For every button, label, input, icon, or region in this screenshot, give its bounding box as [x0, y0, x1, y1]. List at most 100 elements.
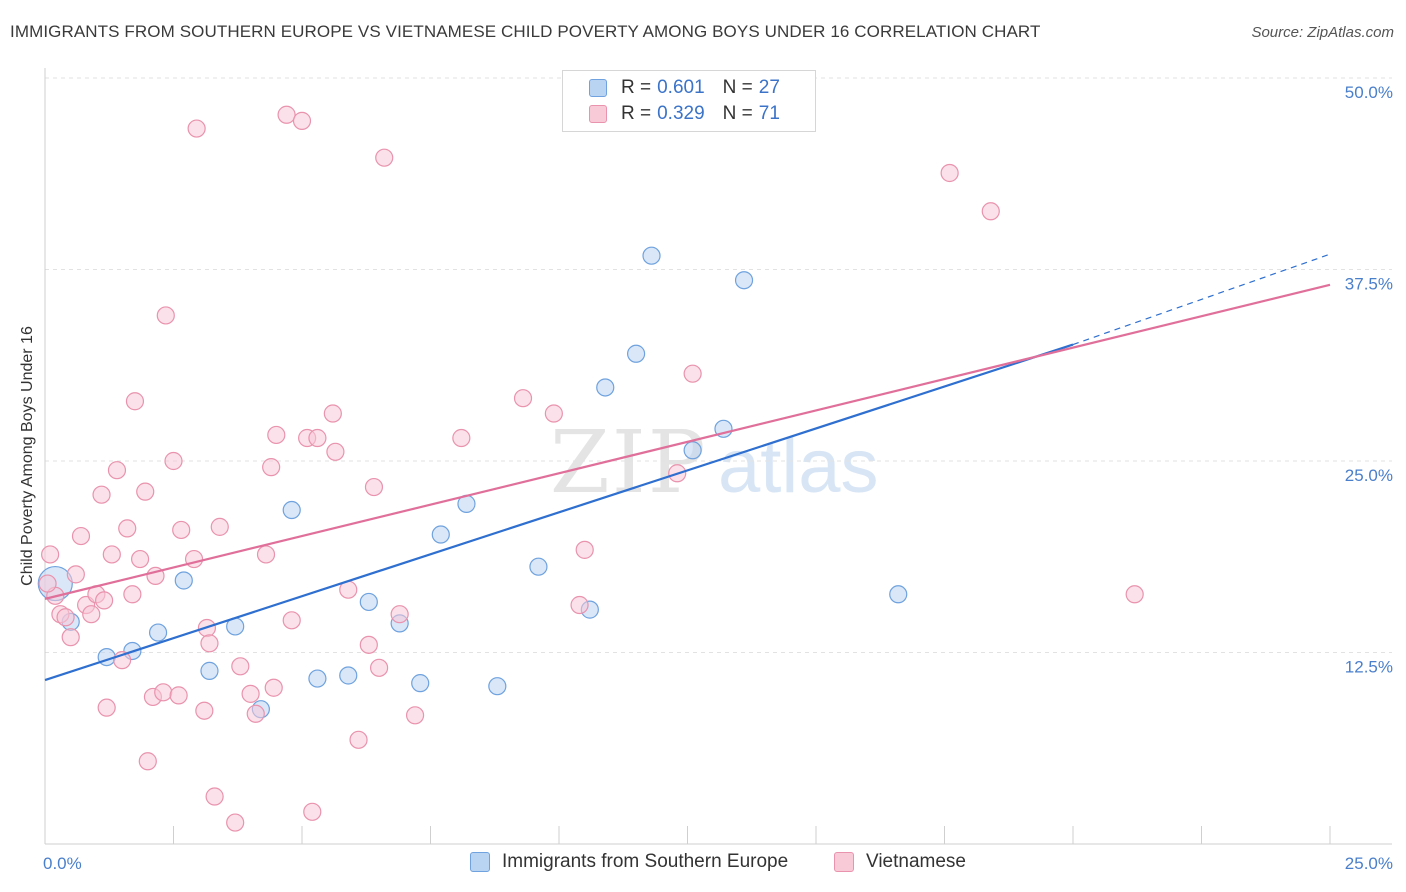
point-vietnamese: [130, 549, 150, 569]
point-vietnamese: [683, 364, 702, 383]
point-vietnamese: [97, 698, 116, 717]
point-vietnamese: [61, 628, 80, 647]
point-southern-europe: [596, 378, 615, 397]
legend-swatch-pink: [589, 105, 607, 123]
point-vietnamese: [95, 591, 114, 610]
point-vietnamese: [226, 813, 245, 832]
point-vietnamese: [195, 701, 214, 720]
point-vietnamese: [125, 392, 145, 411]
watermark-atlas: atlas: [718, 424, 879, 509]
point-vietnamese: [231, 657, 250, 676]
point-southern-europe: [148, 623, 168, 642]
point-southern-europe: [529, 557, 548, 576]
point-southern-europe: [411, 674, 430, 693]
point-southern-europe: [308, 669, 327, 688]
watermark-zip: ZIP: [550, 413, 708, 513]
point-vietnamese: [308, 428, 327, 448]
point-vietnamese: [981, 202, 1000, 221]
point-vietnamese: [256, 545, 276, 564]
point-southern-europe: [200, 661, 219, 680]
trend-line-southern-europe: [44, 343, 1074, 682]
point-vietnamese: [544, 404, 563, 423]
legend-swatch-blue: [589, 79, 607, 97]
point-vietnamese: [200, 634, 219, 653]
point-vietnamese: [452, 428, 471, 448]
point-vietnamese: [405, 706, 425, 725]
point-vietnamese: [277, 105, 296, 124]
legend-n-value: 27: [758, 77, 780, 98]
point-vietnamese: [205, 787, 224, 806]
point-southern-europe: [889, 585, 908, 604]
point-vietnamese: [210, 517, 229, 536]
y-tick-label: 37.5%: [1345, 275, 1393, 294]
y-tick-labels: 12.5% 25.0% 37.5% 50.0%: [1345, 83, 1393, 677]
chart-title: IMMIGRANTS FROM SOUTHERN EUROPE VS VIETN…: [10, 22, 1041, 41]
point-vietnamese: [71, 526, 91, 546]
x-tick-label: 25.0%: [1345, 854, 1393, 873]
point-vietnamese: [267, 425, 286, 445]
trend-extension-southern-europe: [1072, 253, 1331, 346]
source-credit: Source: ZipAtlas.com: [1251, 24, 1394, 41]
point-vietnamese: [570, 595, 589, 615]
legend-r-label: R =: [621, 103, 652, 124]
point-vietnamese: [575, 540, 594, 559]
series-legend: Immigrants from Southern Europe Vietname…: [0, 851, 1406, 877]
stats-legend: R = 0.601 N = 27 R = 0.329 N = 71: [562, 70, 816, 132]
watermark: ZIP atlas: [550, 413, 879, 513]
legend-n-value: 71: [758, 103, 780, 124]
legend-swatch-pink: [834, 852, 854, 872]
point-vietnamese: [390, 605, 409, 624]
y-tick-label: 50.0%: [1345, 83, 1393, 102]
point-southern-europe: [339, 666, 358, 685]
point-vietnamese: [370, 658, 389, 677]
legend-n-label: N =: [722, 103, 753, 124]
legend-item-southern-europe: Immigrants from Southern Europe: [470, 851, 788, 873]
axes: [44, 68, 1392, 845]
x-tick-label: 0.0%: [43, 854, 82, 873]
y-tick-label: 25.0%: [1345, 466, 1393, 485]
legend-r-label: R =: [621, 77, 652, 98]
point-vietnamese: [349, 730, 368, 749]
point-vietnamese: [138, 752, 157, 771]
point-southern-europe: [282, 500, 301, 520]
point-southern-europe: [626, 344, 646, 363]
point-vietnamese: [92, 485, 111, 504]
point-vietnamese: [38, 574, 57, 593]
trend-line-vietnamese: [44, 283, 1331, 600]
point-southern-europe: [431, 525, 450, 544]
point-vietnamese: [292, 111, 312, 130]
point-vietnamese: [118, 519, 137, 538]
point-vietnamese: [359, 635, 378, 654]
point-southern-europe: [642, 246, 661, 265]
point-vietnamese: [123, 585, 142, 604]
grid: [45, 77, 1392, 653]
point-vietnamese: [82, 605, 101, 624]
legend-r-value: 0.329: [657, 103, 705, 124]
point-vietnamese: [940, 163, 959, 183]
point-vietnamese: [164, 451, 183, 471]
point-vietnamese: [169, 686, 188, 705]
point-vietnamese: [375, 148, 394, 167]
point-vietnamese: [102, 545, 121, 564]
legend-item-vietnamese: Vietnamese: [834, 851, 966, 873]
point-vietnamese: [262, 458, 281, 477]
point-vietnamese: [241, 684, 260, 703]
point-southern-europe: [734, 271, 754, 290]
point-vietnamese: [136, 482, 155, 501]
trend-lines: [44, 253, 1331, 682]
point-vietnamese: [56, 608, 75, 627]
legend-row-southern-europe: R = 0.601 N = 27: [589, 76, 780, 100]
point-southern-europe: [359, 592, 378, 612]
legend-n-label: N =: [722, 77, 753, 98]
y-tick-label: 12.5%: [1345, 658, 1393, 677]
point-vietnamese: [364, 477, 384, 497]
point-vietnamese: [264, 678, 283, 697]
point-southern-europe: [488, 677, 507, 696]
point-vietnamese: [326, 442, 345, 461]
point-vietnamese: [107, 461, 127, 480]
point-vietnamese: [323, 404, 342, 423]
point-southern-europe: [174, 571, 193, 590]
legend-label-southern-europe: Immigrants from Southern Europe: [502, 851, 789, 872]
legend-row-vietnamese: R = 0.329 N = 71: [589, 102, 780, 126]
